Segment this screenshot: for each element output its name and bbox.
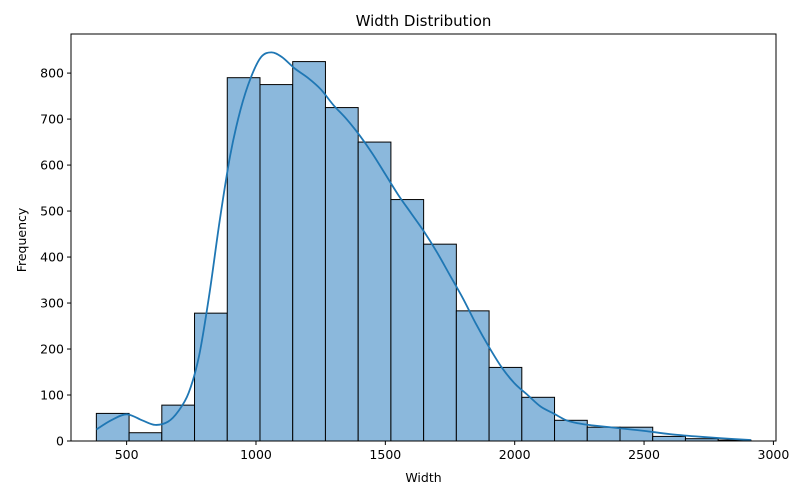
x-axis-title: Width — [405, 470, 441, 485]
y-tick-label: 600 — [40, 158, 64, 173]
histogram-bar — [95, 412, 130, 442]
histogram-bar — [128, 432, 163, 442]
histogram-bar — [259, 84, 294, 442]
x-tick-label: 1500 — [369, 447, 401, 462]
histogram-bar — [292, 61, 326, 442]
histogram-bar — [357, 141, 392, 442]
x-tick-label: 2500 — [628, 447, 660, 462]
histogram-bar — [324, 107, 359, 442]
histogram-bar — [423, 243, 457, 442]
histogram-bar — [488, 366, 523, 442]
y-tick-label: 800 — [40, 66, 64, 81]
histogram-bar — [586, 426, 621, 442]
y-tick-label: 300 — [40, 296, 64, 311]
y-tick-label: 200 — [40, 342, 64, 357]
y-tick-label: 500 — [40, 204, 64, 219]
plot-frame — [70, 33, 777, 442]
histogram-bar — [194, 312, 228, 442]
x-tick-label: 3000 — [758, 447, 790, 462]
histogram-bar — [455, 310, 490, 442]
bars-layer — [95, 61, 752, 442]
x-tick-label: 2000 — [499, 447, 531, 462]
y-tick-label: 100 — [40, 388, 64, 403]
y-tick-label: 700 — [40, 112, 64, 127]
x-tick-label: 1000 — [240, 447, 272, 462]
axes-layer: 500 1000 1500 2000 2500 3000 0 100 200 300 400 500 6… — [40, 33, 790, 462]
y-tick-label: 0 — [56, 434, 64, 449]
histogram-bar — [390, 199, 425, 442]
y-axis-title: Frequency — [14, 207, 29, 272]
histogram-bar — [652, 435, 686, 442]
y-tick-label: 400 — [40, 250, 64, 265]
kde-curve — [95, 51, 751, 441]
histogram-bar — [226, 77, 261, 442]
kde-layer — [95, 51, 751, 441]
chart-title: Width Distribution — [356, 12, 492, 30]
x-tick-label: 500 — [115, 447, 139, 462]
